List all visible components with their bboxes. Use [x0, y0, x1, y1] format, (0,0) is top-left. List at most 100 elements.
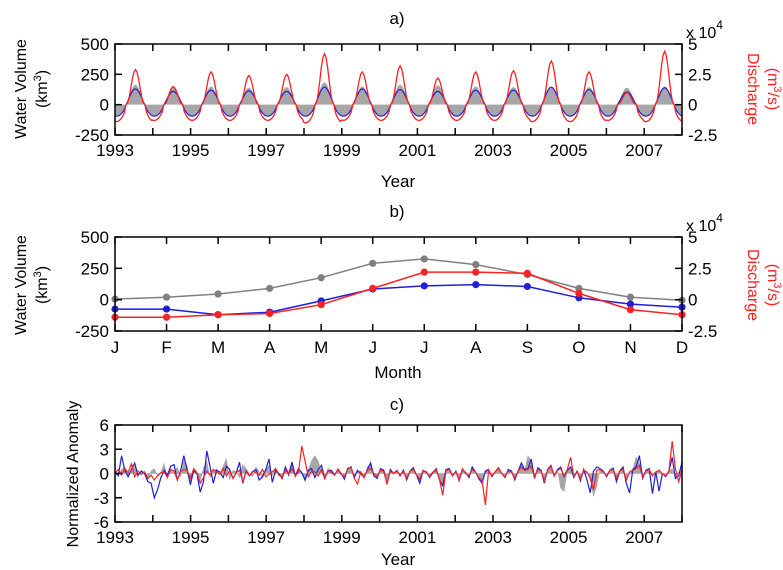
series-point-2	[472, 268, 480, 276]
y-tick-label: 250	[81, 65, 109, 84]
series-point-2	[162, 313, 171, 321]
series-point-1	[420, 282, 428, 290]
panel-c: c) 1993 1995 1997 1999 2001 2003 2005 2007 6 3 0 -…	[65, 395, 683, 569]
panel-b-xlabel: Month	[374, 363, 421, 382]
panel-c-y-tick-labels: 6 3 0 -3 -6	[94, 416, 109, 532]
x-tick-label: 1999	[323, 528, 361, 547]
panel-a-x-tick-labels: 1993 1995 1997 1999 2001 2003 2005 2007	[96, 141, 663, 160]
month-tick-label: M	[211, 338, 225, 357]
month-tick-label: F	[161, 338, 171, 357]
panel-a-discharge-line	[114, 49, 683, 124]
svg-text:Water Volume: Water Volume	[13, 235, 30, 335]
water-volume-area	[115, 82, 682, 116]
series-point-2	[214, 311, 222, 319]
month-tick-label: A	[264, 338, 276, 357]
panel-c-ylabel: Normalized Anomaly	[65, 401, 82, 548]
panel-a-ylabel-left: Water Volume	[13, 39, 30, 139]
svg-text:Water Volume: Water Volume	[13, 39, 30, 139]
red-anomaly-line	[114, 441, 683, 506]
right-tick-label: 2.5	[688, 65, 712, 84]
x-tick-label: 1997	[247, 141, 285, 160]
panel-b-title: b)	[389, 202, 404, 221]
y-tick-label: 0	[100, 96, 109, 115]
panel-b-ticks	[114, 236, 683, 332]
x-tick-label: 2007	[625, 141, 663, 160]
panel-a-y-tick-labels: 500 250 0 -250	[75, 35, 109, 145]
x-tick-label: 1997	[247, 528, 285, 547]
y-tick-label: -3	[94, 489, 109, 508]
x-tick-label: 2007	[625, 528, 663, 547]
x-tick-label: 1993	[96, 528, 134, 547]
x-tick-label: 2001	[398, 141, 436, 160]
panel-a-right-scale: x 104	[686, 18, 723, 42]
panel-b-ylabel-left: Water Volume	[13, 235, 30, 335]
svg-text:(km3): (km3)	[32, 266, 51, 304]
month-tick-label: J	[111, 338, 120, 357]
series-point-0	[162, 293, 171, 301]
month-tick-label: A	[470, 338, 482, 357]
right-tick-label: 0	[688, 291, 697, 310]
right-tick-label: 2.5	[688, 259, 712, 278]
panel-b-ylabel-left-unit: (km3)	[32, 266, 51, 304]
series-line-1	[115, 283, 683, 316]
x-tick-label: 1999	[323, 141, 361, 160]
series-point-0	[420, 255, 428, 263]
series-line-2	[115, 271, 683, 318]
series-point-0	[626, 293, 635, 301]
panel-a-ylabel-right-unit: (m3/s)	[764, 68, 783, 111]
series-point-0	[266, 284, 274, 292]
panel-a-water-volume-area	[115, 82, 682, 116]
y-tick-label: -250	[75, 126, 109, 145]
right-tick-label: -2.5	[688, 126, 717, 145]
x-tick-label: 2003	[474, 141, 512, 160]
y-tick-label: -250	[75, 322, 109, 341]
panel-a: a) 1993 1995 1997 1999 2001 2003 2005 2007 5002…	[13, 9, 783, 191]
x-tick-label: 2005	[550, 528, 588, 547]
x-tick-label: 2001	[398, 528, 436, 547]
series-point-1	[472, 281, 480, 289]
svg-text:Discharge: Discharge	[744, 53, 761, 125]
y-tick-label: -6	[94, 513, 109, 532]
y-tick-label: 250	[81, 259, 109, 278]
water-volume-line	[114, 86, 683, 117]
y-tick-label: 6	[100, 416, 109, 435]
right-tick-label: 5	[688, 35, 697, 54]
panel-b-series	[111, 255, 686, 321]
panel-c-x-tick-labels: 1993 1995 1997 1999 2001 2003 2005 2007	[96, 528, 663, 547]
y-tick-label: 0	[100, 465, 109, 484]
series-point-0	[369, 259, 377, 267]
y-tick-label: 3	[100, 440, 109, 459]
series-point-0	[317, 274, 325, 282]
panel-a-ylabel-right: Discharge	[744, 53, 761, 125]
x-tick-label: 1995	[172, 528, 210, 547]
series-line-0	[114, 258, 683, 302]
series-point-2	[420, 268, 428, 276]
panel-a-title: a)	[389, 9, 404, 28]
month-tick-label: J	[368, 338, 377, 357]
panel-c-red-line	[114, 441, 683, 506]
series-point-2	[626, 306, 635, 314]
series-point-2	[369, 284, 377, 292]
panel-b-y-tick-labels: 500 250 0 -250	[75, 228, 109, 341]
series-point-0	[472, 260, 480, 269]
panel-a-xlabel: Year	[381, 172, 416, 191]
series-point-1	[523, 282, 531, 291]
month-tick-label: D	[676, 338, 688, 357]
series-point-1	[162, 305, 171, 313]
panel-c-ticks	[114, 424, 683, 523]
panel-c-title: c)	[390, 395, 404, 414]
panel-b-right-tick-labels: 5 2.5 0 -2.5	[688, 228, 717, 341]
panel-a-frame	[114, 43, 683, 136]
panel-a-right-tick-labels: 5 2.5 0 -2.5	[688, 35, 717, 145]
x-tick-label: 1995	[172, 141, 210, 160]
month-tick-label: S	[522, 338, 533, 357]
x-tick-label: 1993	[96, 141, 134, 160]
svg-text:Discharge: Discharge	[744, 249, 761, 321]
svg-text:(m3/s): (m3/s)	[764, 264, 783, 307]
series-point-2	[266, 309, 274, 318]
panel-c-xlabel: Year	[381, 550, 416, 569]
series-point-0	[575, 284, 583, 292]
panel-b-right-scale: x 104	[686, 211, 723, 235]
month-tick-label: M	[314, 338, 328, 357]
